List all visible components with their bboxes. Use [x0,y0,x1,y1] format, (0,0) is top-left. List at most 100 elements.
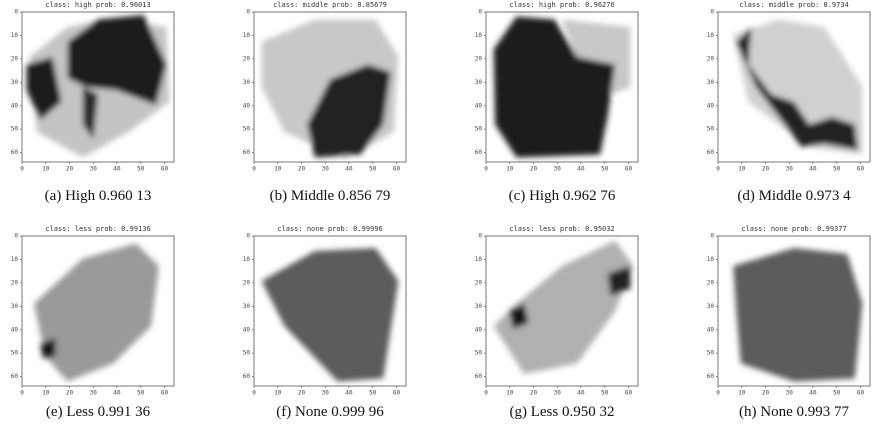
y-tick-label: 60 [243,149,251,156]
panel-title: class: middle prob: 0.85679 [273,1,387,9]
y-tick-label: 0 [14,9,18,16]
y-tick-label: 20 [11,279,19,286]
y-tick-label: 30 [707,79,715,86]
x-tick-label: 40 [345,390,353,397]
y-tick-label: 30 [243,79,251,86]
y-tick-label: 0 [246,9,250,16]
blob [26,57,62,120]
y-tick-label: 50 [11,350,19,357]
x-tick-label: 50 [601,390,609,397]
heatmap-image [493,240,634,374]
y-tick-label: 50 [707,126,715,133]
x-tick-label: 30 [90,390,98,397]
x-tick-label: 10 [506,166,514,173]
x-tick-label: 20 [66,166,74,173]
panel-title: class: none prob: 0.99996 [277,225,382,233]
x-tick-label: 0 [484,166,488,173]
blob [307,64,391,158]
x-tick-label: 10 [42,166,50,173]
x-tick-label: 40 [113,166,121,173]
x-tick-label: 0 [252,166,256,173]
blob [733,248,863,382]
panel-caption: (d) Middle 0.973 4 [737,188,851,204]
y-tick-label: 50 [11,126,19,133]
y-tick-label: 20 [707,55,715,62]
y-tick-label: 30 [11,303,19,310]
y-tick-label: 30 [475,79,483,86]
blob [40,338,56,359]
x-tick-label: 50 [833,166,841,173]
y-tick-label: 0 [14,233,18,240]
y-tick-label: 20 [11,55,19,62]
x-tick-label: 10 [738,166,746,173]
panel-title: class: less prob: 0.99136 [45,225,150,233]
y-tick-label: 10 [243,32,251,39]
y-tick-label: 60 [707,373,715,380]
x-tick-label: 60 [857,166,865,173]
y-tick-label: 20 [475,55,483,62]
panel-title: class: none prob: 0.99377 [741,225,846,233]
panel-caption: (f) None 0.999 96 [276,404,384,420]
blob [261,248,399,382]
blob [493,16,616,158]
y-tick-label: 40 [11,326,19,333]
y-tick-label: 60 [475,373,483,380]
panel-caption: (g) Less 0.950 32 [510,404,615,420]
x-tick-label: 20 [298,390,306,397]
heatmap-image [261,248,399,382]
x-tick-label: 50 [369,166,377,173]
x-tick-label: 60 [161,390,169,397]
y-tick-label: 60 [475,149,483,156]
x-tick-label: 0 [20,390,24,397]
y-tick-label: 20 [243,279,251,286]
heatmap-image [26,15,170,158]
blob [67,15,167,105]
blob [82,87,98,140]
x-tick-label: 30 [554,390,562,397]
y-tick-label: 50 [475,126,483,133]
y-tick-label: 0 [710,233,714,240]
y-tick-label: 10 [475,32,483,39]
x-tick-label: 30 [322,166,330,173]
x-tick-label: 0 [484,390,488,397]
x-tick-label: 10 [506,390,514,397]
x-tick-label: 10 [274,166,282,173]
x-tick-label: 50 [137,390,145,397]
x-tick-label: 50 [833,390,841,397]
y-tick-label: 20 [243,55,251,62]
y-tick-label: 0 [710,9,714,16]
x-tick-label: 0 [716,166,720,173]
y-tick-label: 60 [707,149,715,156]
y-tick-label: 60 [243,373,251,380]
x-tick-label: 60 [393,390,401,397]
y-tick-label: 10 [11,256,19,263]
x-tick-label: 40 [809,166,817,173]
y-tick-label: 30 [243,303,251,310]
y-tick-label: 30 [11,79,19,86]
y-tick-label: 50 [243,350,251,357]
x-tick-label: 20 [762,166,770,173]
x-tick-label: 0 [252,390,256,397]
y-tick-label: 40 [243,326,251,333]
x-tick-label: 20 [530,166,538,173]
x-tick-label: 20 [66,390,74,397]
x-tick-label: 30 [786,166,794,173]
y-tick-label: 50 [707,350,715,357]
x-tick-label: 20 [530,390,538,397]
panel-caption: (e) Less 0.991 36 [46,404,151,420]
y-tick-label: 10 [243,256,251,263]
x-tick-label: 30 [90,166,98,173]
blob [607,266,631,296]
blob [493,240,634,374]
x-tick-label: 60 [161,166,169,173]
y-tick-label: 50 [475,350,483,357]
x-tick-label: 10 [274,390,282,397]
panel-title: class: high prob: 0.96013 [45,1,150,9]
y-tick-label: 40 [475,102,483,109]
heatmap-image [733,19,863,155]
x-tick-label: 50 [369,390,377,397]
x-tick-label: 50 [601,166,609,173]
y-tick-label: 40 [707,102,715,109]
x-tick-label: 40 [577,390,585,397]
x-tick-label: 60 [857,390,865,397]
